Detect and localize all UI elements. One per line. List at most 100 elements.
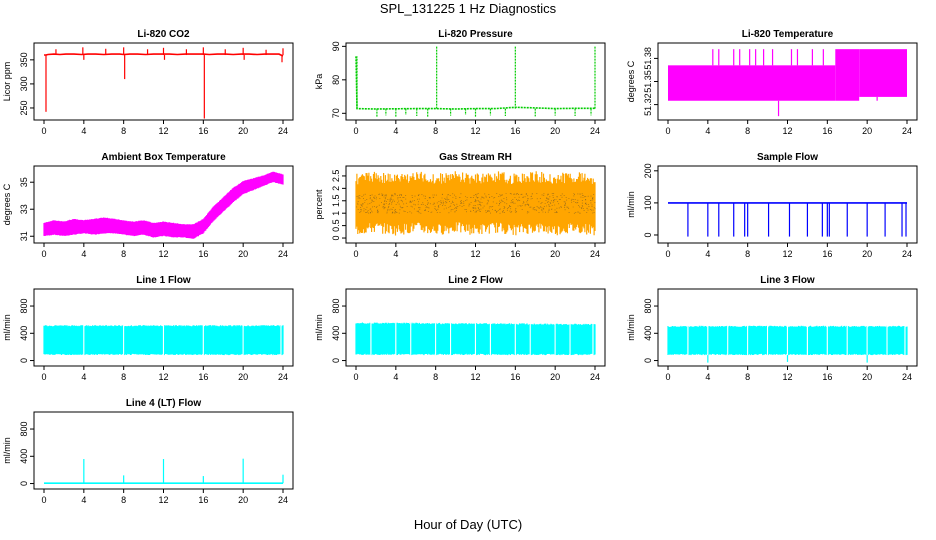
panel-title: Li-820 CO2 xyxy=(137,29,190,40)
x-tick-label: 8 xyxy=(745,126,750,136)
x-axis-title: Hour of Day (UTC) xyxy=(413,517,523,532)
x-tick-label: 12 xyxy=(782,372,792,382)
x-tick-label: 12 xyxy=(158,372,168,382)
x-tick-label: 20 xyxy=(238,495,248,505)
y-axis-label: ml/min xyxy=(2,314,12,341)
y-axis-label: ml/min xyxy=(626,314,636,341)
data-band xyxy=(43,171,284,239)
x-tick-label: 8 xyxy=(745,372,750,382)
data-band xyxy=(859,49,907,97)
chart-panel-1: Li-820 CO2 Licor ppm 0 4 8 12 16 20 24 250 300 350 xyxy=(2,29,294,136)
panel-title: Line 1 Flow xyxy=(136,275,191,286)
x-tick-label: 24 xyxy=(902,372,912,382)
figure-title: SPL_131225 1 Hz Diagnostics xyxy=(379,1,557,16)
y-tick-label: 0 xyxy=(19,481,29,486)
x-tick-label: 0 xyxy=(41,126,46,136)
x-tick-label: 24 xyxy=(902,249,912,259)
y-axis-label: percent xyxy=(314,189,324,220)
x-tick-label: 4 xyxy=(705,249,710,259)
chart-panel-6: Sample Flow ml/min 0 4 8 12 16 20 24 0 100 200 xyxy=(626,152,918,259)
panel-title: Sample Flow xyxy=(757,152,818,163)
y-tick-label: 0 xyxy=(331,358,341,363)
y-axis-label: degrees C xyxy=(2,183,12,225)
x-tick-label: 8 xyxy=(121,249,126,259)
y-tick-label: 90 xyxy=(331,41,341,51)
y-tick-label: 33 xyxy=(19,204,29,214)
y-axis-label: degrees C xyxy=(626,60,636,102)
y-tick-label: 0 xyxy=(643,232,653,237)
x-tick-label: 24 xyxy=(590,126,600,136)
y-tick-label: 400 xyxy=(19,449,29,464)
plot-area xyxy=(667,289,908,366)
x-tick-label: 0 xyxy=(353,249,358,259)
x-tick-label: 24 xyxy=(278,249,288,259)
panel-title: Li-820 Pressure xyxy=(438,29,513,40)
y-tick-label: 800 xyxy=(19,299,29,314)
x-tick-label: 8 xyxy=(433,249,438,259)
x-tick-label: 0 xyxy=(41,372,46,382)
x-tick-label: 8 xyxy=(745,249,750,259)
x-tick-label: 12 xyxy=(158,249,168,259)
x-tick-label: 8 xyxy=(121,495,126,505)
y-tick-label: 35 xyxy=(19,177,29,187)
y-tick-label: 1 xyxy=(331,211,341,216)
x-tick-label: 12 xyxy=(470,249,480,259)
x-tick-label: 24 xyxy=(902,126,912,136)
data-band xyxy=(835,49,860,101)
plot-area xyxy=(355,171,596,236)
y-axis-label: ml/min xyxy=(2,437,12,464)
y-tick-label: 400 xyxy=(19,326,29,341)
y-tick-label: 2 xyxy=(331,186,341,191)
x-tick-label: 16 xyxy=(822,126,832,136)
x-tick-label: 12 xyxy=(470,126,480,136)
x-tick-label: 20 xyxy=(862,249,872,259)
x-tick-label: 0 xyxy=(41,495,46,505)
x-tick-label: 12 xyxy=(782,249,792,259)
x-tick-label: 20 xyxy=(238,372,248,382)
y-tick-label: 800 xyxy=(643,299,653,314)
x-tick-label: 16 xyxy=(198,249,208,259)
y-tick-label: 800 xyxy=(331,299,341,314)
y-tick-label: 800 xyxy=(19,422,29,437)
data-line xyxy=(44,53,284,57)
panel-title: Line 4 (LT) Flow xyxy=(126,398,202,409)
x-tick-label: 20 xyxy=(238,249,248,259)
y-tick-label: 51.35 xyxy=(643,70,653,93)
y-tick-label: 2.5 xyxy=(331,170,341,183)
plot-area xyxy=(355,289,596,366)
x-tick-label: 24 xyxy=(590,372,600,382)
y-tick-label: 51.38 xyxy=(643,47,653,70)
y-tick-label: 51.32 xyxy=(643,93,653,116)
y-tick-label: 31 xyxy=(19,231,29,241)
x-tick-label: 8 xyxy=(121,126,126,136)
x-tick-label: 12 xyxy=(158,126,168,136)
x-tick-label: 20 xyxy=(550,249,560,259)
data-texture xyxy=(356,193,596,214)
chart-panel-10: Line 4 (LT) Flow ml/min 0 4 8 12 16 20 24 0 400 800 xyxy=(2,398,294,505)
plot-area xyxy=(668,202,907,237)
panel-title: Gas Stream RH xyxy=(439,152,512,163)
x-tick-label: 4 xyxy=(81,372,86,382)
x-tick-label: 20 xyxy=(238,126,248,136)
chart-panel-4: Ambient Box Temperature degrees C 0 4 8 12 16 2… xyxy=(2,152,294,259)
x-tick-label: 16 xyxy=(198,126,208,136)
y-axis-label: kPa xyxy=(314,74,324,90)
x-tick-label: 12 xyxy=(158,495,168,505)
y-tick-label: 70 xyxy=(331,108,341,118)
y-tick-label: 0 xyxy=(331,236,341,241)
x-tick-label: 4 xyxy=(81,126,86,136)
x-tick-label: 12 xyxy=(470,372,480,382)
y-tick-label: 200 xyxy=(643,163,653,178)
y-tick-label: 0.5 xyxy=(331,219,341,232)
x-tick-label: 20 xyxy=(550,372,560,382)
plot-area xyxy=(43,289,284,366)
x-tick-label: 16 xyxy=(198,495,208,505)
y-tick-label: 350 xyxy=(19,52,29,67)
x-tick-label: 4 xyxy=(81,249,86,259)
x-tick-label: 16 xyxy=(198,372,208,382)
plot-area xyxy=(44,47,284,119)
x-tick-label: 16 xyxy=(510,249,520,259)
data-line xyxy=(355,56,595,110)
x-tick-label: 8 xyxy=(433,372,438,382)
x-tick-label: 4 xyxy=(705,372,710,382)
